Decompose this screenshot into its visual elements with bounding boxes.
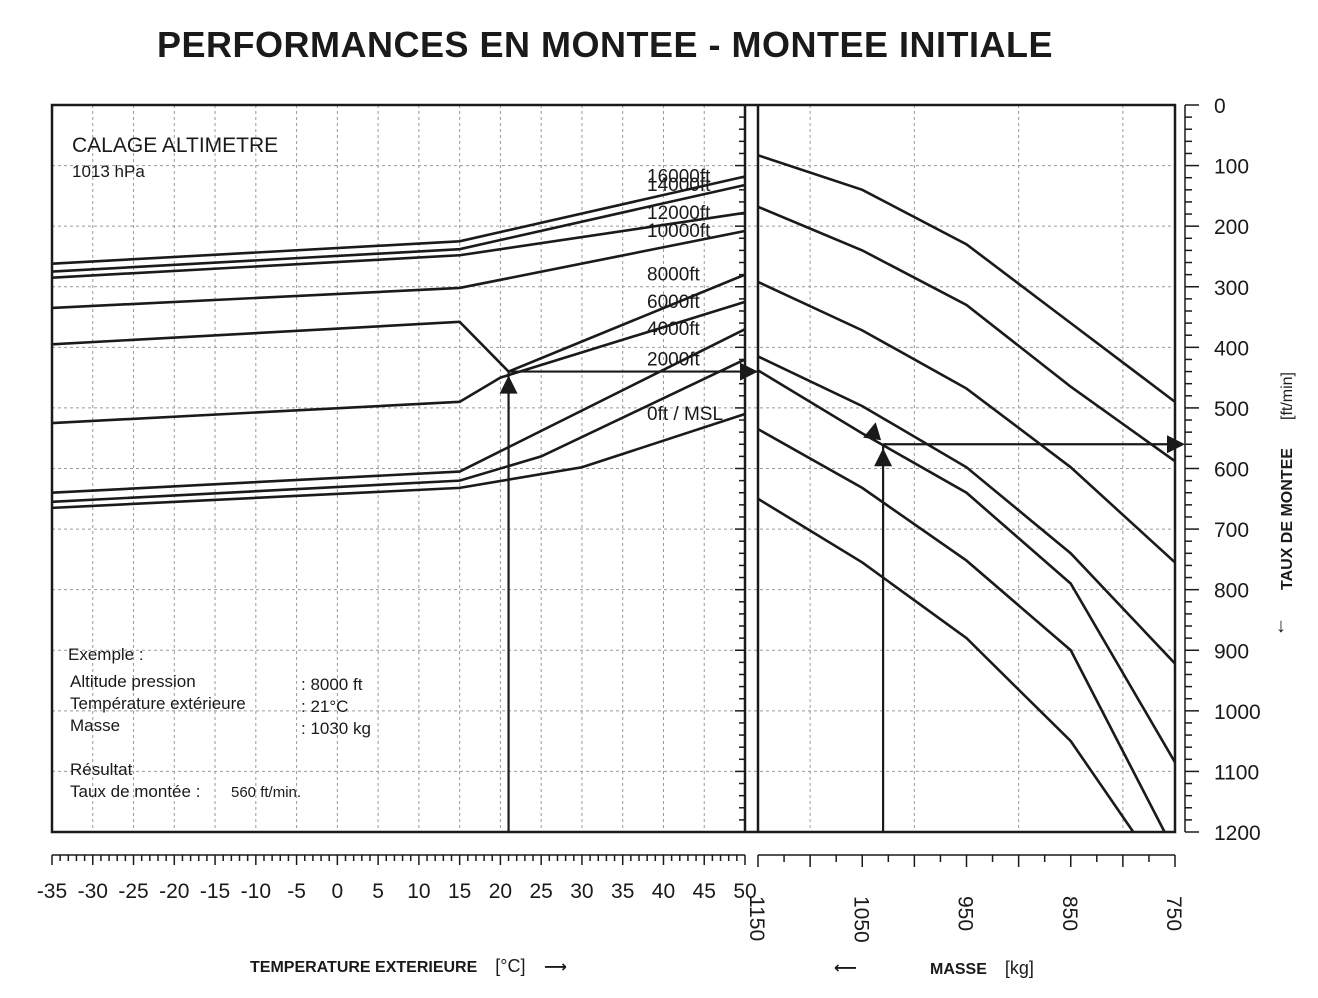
altitude-curve-label: 6000ft xyxy=(647,292,701,313)
mass-tick-label: 950 xyxy=(954,896,977,931)
rate-axis-label: TAUX DE MONTEE xyxy=(1279,448,1296,590)
temperature-tick-label: 20 xyxy=(489,880,512,903)
altitude-curve-label: 12000ft xyxy=(647,203,711,224)
axes: -35 -30 -25 -20 -15 -10 -5 0 5 10 15 20 25 30 35 40 45 50… xyxy=(37,95,1261,943)
altitude-curve xyxy=(51,183,746,273)
altitude-curve-label: 8000ft xyxy=(647,265,701,286)
grid xyxy=(51,104,1175,833)
example-row-label: Masse xyxy=(70,716,120,735)
mass-lines xyxy=(757,154,1177,833)
chart-title: PERFORMANCES EN MONTEE - MONTEE INITIALE xyxy=(156,24,1054,65)
rate-axis-unit: [ft/min] xyxy=(1279,372,1296,420)
calage-line2: 1013 hPa xyxy=(72,162,145,181)
mass-axis-label: MASSE xyxy=(930,961,987,978)
altitude-curve xyxy=(51,358,746,504)
mass-tick-label: 750 xyxy=(1162,896,1185,931)
temperature-tick-label: 15 xyxy=(448,880,471,903)
altitude-curve-label: 14000ft xyxy=(647,175,711,196)
rate-tick-label: 1200 xyxy=(1214,822,1261,845)
rate-tick-label: 700 xyxy=(1214,519,1249,542)
temperature-tick-label: -15 xyxy=(200,880,230,903)
rate-tick-label: 200 xyxy=(1214,216,1249,239)
result-heading: Résultat xyxy=(70,760,133,779)
temperature-tick-label: 30 xyxy=(570,880,593,903)
rate-axis-caption: TAUX DE MONTEE [ft/min] xyxy=(1279,372,1296,590)
mass-line xyxy=(757,369,1177,763)
mass-line xyxy=(757,154,1176,403)
altitude-curve xyxy=(51,211,746,279)
altitude-curve-label: 0ft / MSL xyxy=(647,404,723,425)
arrowhead xyxy=(863,422,882,441)
temperature-tick-label: -25 xyxy=(118,880,148,903)
altitude-curve xyxy=(51,175,746,266)
plot-border xyxy=(50,103,1177,834)
example-row-value: : 21°C xyxy=(301,697,348,716)
temperature-tick-label: 40 xyxy=(652,880,675,903)
example-heading: Exemple : xyxy=(68,645,144,664)
temperature-tick-label: 25 xyxy=(529,880,552,903)
temperature-tick-label: -35 xyxy=(37,880,67,903)
rate-tick-label: 900 xyxy=(1214,640,1249,663)
rate-tick-label: 500 xyxy=(1214,398,1249,421)
altitude-curve-label: 10000ft xyxy=(647,221,711,242)
arrow-right-icon: ⟶ xyxy=(543,959,567,976)
temperature-tick-label: 10 xyxy=(407,880,430,903)
calage-line1: CALAGE ALTIMETRE xyxy=(72,134,278,157)
altitude-curve xyxy=(51,412,746,510)
altitude-curve-label: 16000ft xyxy=(647,166,711,187)
example-arrows xyxy=(499,362,1185,832)
mass-axis-caption: ⟵ MASSE [kg] xyxy=(834,958,1034,979)
temperature-tick-label: 35 xyxy=(611,880,634,903)
mass-line xyxy=(757,280,1176,564)
temperature-tick-label: 5 xyxy=(372,880,384,903)
temperature-tick-label: 45 xyxy=(693,880,716,903)
chart-frame xyxy=(50,103,1177,834)
example-row-label: Température extérieure xyxy=(70,694,246,713)
rate-tick-label: 800 xyxy=(1214,580,1249,603)
temperature-tick-label: -5 xyxy=(287,880,306,903)
temperature-tick-label: 0 xyxy=(332,880,344,903)
altitude-curve-label: 2000ft xyxy=(647,349,701,370)
temperature-tick-label: -20 xyxy=(159,880,189,903)
altitude-curve xyxy=(51,300,746,425)
rate-tick-label: 1000 xyxy=(1214,701,1261,724)
rate-tick-label: 400 xyxy=(1214,337,1249,360)
temperature-axis-unit: [°C] xyxy=(495,956,526,976)
example-row-value: : 8000 ft xyxy=(301,675,363,694)
temperature-axis-label: TEMPERATURE EXTERIEURE xyxy=(250,959,478,976)
rate-tick-label: 1100 xyxy=(1214,761,1259,784)
mass-tick-label: 1050 xyxy=(849,896,872,943)
temperature-tick-label: 50 xyxy=(733,880,756,903)
example-row-value: : 1030 kg xyxy=(301,719,371,738)
example-row-label: Altitude pression xyxy=(70,672,196,691)
arrowhead xyxy=(740,362,758,381)
result-value: 560 ft/min. xyxy=(231,784,301,801)
arrowhead xyxy=(1167,435,1185,454)
rate-tick-label: 0 xyxy=(1214,95,1226,118)
arrowhead xyxy=(499,375,518,394)
mass-line xyxy=(757,205,1176,463)
altitude-curve-label: 4000ft xyxy=(647,319,701,340)
down-arrow-icon: ↓ xyxy=(1276,615,1286,637)
temperature-axis-caption: TEMPERATURE EXTERIEURE [°C] ⟶ xyxy=(250,956,567,977)
mass-tick-label: 1150 xyxy=(745,896,768,941)
result-label: Taux de montée : xyxy=(70,782,200,801)
mass-line xyxy=(757,427,1166,833)
rate-tick-label: 600 xyxy=(1214,459,1249,482)
rate-tick-label: 100 xyxy=(1214,156,1249,179)
altitude-curve xyxy=(51,327,746,495)
altitude-curve xyxy=(51,273,746,374)
arrowhead xyxy=(874,448,893,467)
temperature-tick-label: -30 xyxy=(78,880,108,903)
rate-tick-label: 300 xyxy=(1214,277,1249,300)
altitude-curve xyxy=(51,229,746,310)
temperature-tick-label: -10 xyxy=(241,880,271,903)
mass-line xyxy=(757,497,1135,833)
arrow-left-icon: ⟵ xyxy=(834,960,857,977)
mass-tick-label: 850 xyxy=(1058,896,1081,931)
mass-line xyxy=(757,355,1176,665)
mass-axis-unit: [kg] xyxy=(1004,958,1034,978)
